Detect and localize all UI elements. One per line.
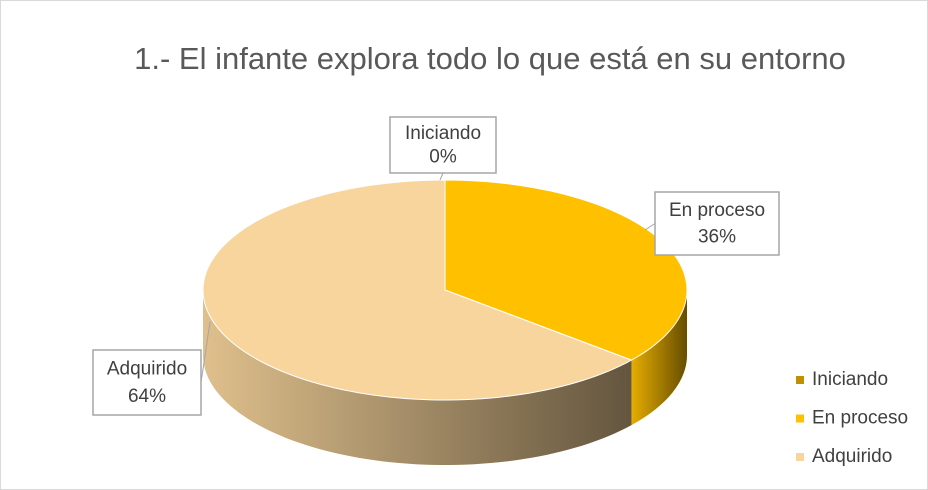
data-label: 0% bbox=[429, 146, 457, 167]
legend-swatch bbox=[796, 414, 804, 423]
legend-label: Adquirido bbox=[812, 446, 892, 467]
label-box bbox=[92, 349, 202, 416]
data-label-category: Adquirido bbox=[107, 359, 187, 380]
data-label: 64% bbox=[128, 386, 166, 407]
data-label-category: En proceso bbox=[669, 200, 765, 221]
legend-swatch bbox=[796, 453, 804, 461]
leader-line bbox=[644, 223, 656, 231]
legend-label: En proceso bbox=[812, 408, 908, 429]
legend-label: Iniciando bbox=[812, 369, 888, 390]
data-label-category: Iniciando bbox=[405, 123, 481, 144]
label-box bbox=[654, 191, 780, 256]
legend-swatch bbox=[796, 376, 804, 384]
slice-shade bbox=[631, 290, 687, 426]
slice bbox=[202, 179, 633, 401]
leader-line bbox=[200, 321, 211, 383]
chart-title: 1.- El infante explora todo lo que está … bbox=[134, 41, 846, 76]
slice-shade bbox=[203, 290, 632, 465]
leader-line bbox=[439, 172, 444, 181]
label-box bbox=[389, 116, 497, 174]
data-label: 36% bbox=[698, 226, 736, 247]
